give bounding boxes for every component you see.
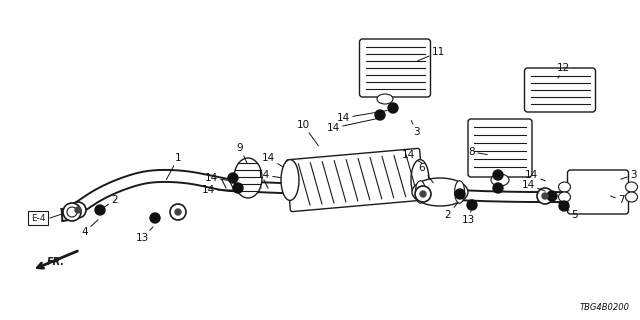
Text: 6: 6 [419, 163, 433, 183]
Ellipse shape [559, 192, 570, 202]
Circle shape [95, 205, 105, 215]
Ellipse shape [415, 186, 431, 202]
Text: 3: 3 [621, 170, 637, 180]
FancyBboxPatch shape [360, 39, 431, 97]
Text: 14: 14 [525, 170, 545, 181]
Text: 14: 14 [337, 110, 387, 123]
Text: 12: 12 [557, 63, 570, 78]
Ellipse shape [70, 202, 86, 218]
Circle shape [420, 191, 426, 197]
Text: 13: 13 [136, 227, 153, 243]
Circle shape [175, 209, 181, 215]
Ellipse shape [625, 182, 637, 192]
Circle shape [150, 213, 160, 223]
FancyBboxPatch shape [525, 68, 595, 112]
Text: 8: 8 [468, 147, 487, 157]
Text: FR.: FR. [47, 257, 65, 267]
Text: 11: 11 [417, 47, 445, 61]
Text: 14: 14 [327, 119, 378, 133]
Text: 13: 13 [461, 211, 475, 225]
Circle shape [542, 193, 548, 199]
Ellipse shape [234, 158, 262, 198]
Circle shape [388, 103, 398, 113]
Circle shape [493, 183, 503, 193]
Text: 1: 1 [166, 153, 181, 180]
Ellipse shape [170, 204, 186, 220]
Ellipse shape [412, 178, 468, 206]
Text: 14: 14 [522, 180, 545, 191]
Text: 14: 14 [402, 150, 422, 164]
Circle shape [547, 191, 557, 201]
Text: 2: 2 [102, 195, 118, 208]
Ellipse shape [491, 174, 509, 186]
Ellipse shape [559, 182, 570, 192]
Text: 14: 14 [257, 170, 280, 180]
Text: 14: 14 [205, 173, 230, 183]
FancyBboxPatch shape [286, 148, 424, 212]
Text: 10: 10 [297, 120, 318, 146]
Text: 9: 9 [237, 143, 247, 163]
Circle shape [455, 189, 465, 199]
Text: 14: 14 [262, 153, 283, 167]
Text: 4: 4 [81, 220, 98, 237]
Circle shape [375, 110, 385, 120]
Circle shape [493, 170, 503, 180]
Ellipse shape [415, 181, 426, 203]
Ellipse shape [377, 94, 393, 104]
Circle shape [75, 207, 81, 213]
Ellipse shape [281, 160, 299, 200]
FancyBboxPatch shape [468, 119, 532, 177]
Circle shape [467, 200, 477, 210]
Circle shape [233, 183, 243, 193]
Text: E-4: E-4 [31, 213, 45, 222]
Text: 14: 14 [0, 319, 1, 320]
Text: 2: 2 [445, 202, 458, 220]
Ellipse shape [67, 207, 77, 217]
Text: 14: 14 [202, 185, 236, 195]
Ellipse shape [537, 188, 553, 204]
Ellipse shape [625, 192, 637, 202]
Ellipse shape [411, 160, 429, 200]
Ellipse shape [454, 181, 465, 203]
FancyBboxPatch shape [568, 170, 628, 214]
Circle shape [228, 173, 238, 183]
Text: 5: 5 [557, 202, 579, 220]
Text: 7: 7 [611, 195, 625, 205]
Text: TBG4B0200: TBG4B0200 [580, 303, 630, 312]
Circle shape [559, 201, 569, 211]
Ellipse shape [63, 203, 81, 221]
Text: 3: 3 [411, 121, 420, 137]
